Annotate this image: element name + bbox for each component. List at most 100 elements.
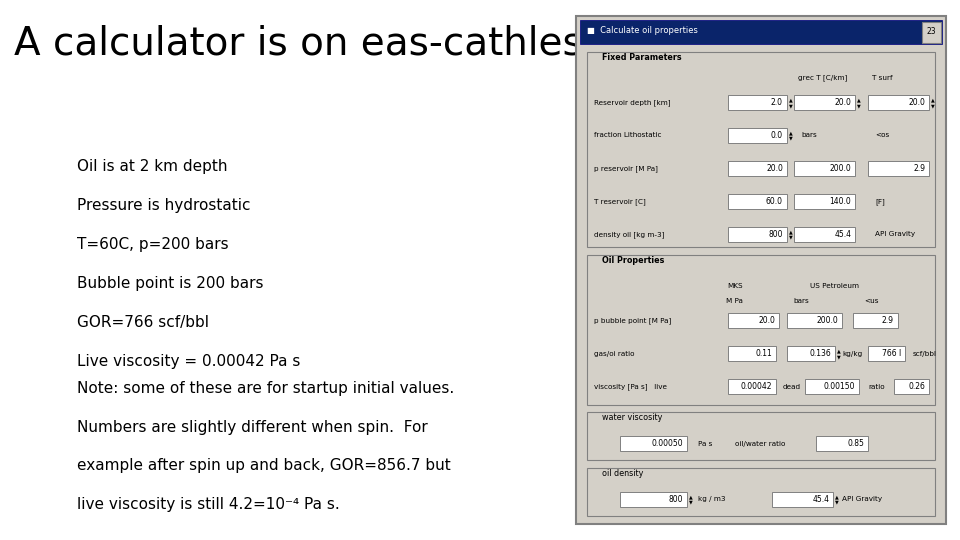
Bar — [728, 95, 786, 110]
Bar — [728, 227, 786, 242]
Text: 200.0: 200.0 — [817, 316, 838, 325]
Text: MKS: MKS — [727, 283, 743, 289]
Bar — [588, 52, 934, 247]
Text: ■  Calculate oil properties: ■ Calculate oil properties — [588, 26, 698, 35]
Bar — [728, 161, 786, 176]
Text: 140.0: 140.0 — [829, 197, 852, 206]
Text: Oil Properties: Oil Properties — [602, 256, 664, 265]
Bar — [794, 227, 855, 242]
Bar — [794, 95, 855, 110]
Bar — [728, 128, 786, 143]
Bar — [868, 95, 929, 110]
Text: scf/bbl: scf/bbl — [912, 351, 936, 357]
Bar — [588, 255, 934, 404]
Text: 60.0: 60.0 — [766, 197, 783, 206]
Text: 45.4: 45.4 — [834, 230, 852, 239]
Text: T reservoir [C]: T reservoir [C] — [594, 198, 646, 205]
Text: 800: 800 — [669, 495, 684, 504]
Text: 0.26: 0.26 — [908, 382, 925, 392]
Text: 0.00042: 0.00042 — [740, 382, 772, 392]
Text: Pa s: Pa s — [698, 441, 712, 447]
Text: 800: 800 — [768, 230, 783, 239]
Text: gas/oi ratio: gas/oi ratio — [594, 351, 635, 357]
Bar — [728, 346, 776, 361]
Text: 2.9: 2.9 — [882, 316, 894, 325]
Text: Pressure is hydrostatic: Pressure is hydrostatic — [77, 198, 251, 213]
Text: 766 l: 766 l — [882, 349, 901, 358]
Text: viscosity [Pa s]   live: viscosity [Pa s] live — [594, 383, 667, 390]
Text: dead: dead — [783, 384, 801, 390]
Text: bars: bars — [794, 298, 809, 304]
Bar — [728, 194, 786, 209]
Text: 2.9: 2.9 — [913, 164, 925, 173]
Text: fraction Lithostatic: fraction Lithostatic — [594, 132, 662, 138]
Text: <os: <os — [876, 132, 890, 138]
Text: T surf: T surf — [872, 75, 892, 80]
Bar — [794, 161, 855, 176]
Text: M Pa: M Pa — [727, 298, 743, 304]
Text: kg / m3: kg / m3 — [698, 496, 726, 502]
Text: US Petroleum: US Petroleum — [810, 283, 859, 289]
Text: oil density: oil density — [602, 469, 643, 478]
Text: ▲
▼: ▲ ▼ — [788, 97, 792, 108]
Text: 20.0: 20.0 — [766, 164, 783, 173]
Bar — [588, 412, 934, 460]
Text: Bubble point is 200 bars: Bubble point is 200 bars — [77, 276, 264, 291]
Text: 0.00050: 0.00050 — [652, 439, 684, 448]
Text: example after spin up and back, GOR=856.7 but: example after spin up and back, GOR=856.… — [77, 458, 451, 474]
Text: Oil is at 2 km depth: Oil is at 2 km depth — [77, 159, 228, 174]
Text: 0.0: 0.0 — [771, 131, 783, 140]
Text: 20.0: 20.0 — [834, 98, 852, 107]
Text: 20.0: 20.0 — [908, 98, 925, 107]
Text: Numbers are slightly different when spin.  For: Numbers are slightly different when spin… — [77, 420, 428, 435]
Bar — [772, 492, 833, 507]
Text: p reservoir [M Pa]: p reservoir [M Pa] — [594, 165, 659, 172]
Text: density oil [kg m-3]: density oil [kg m-3] — [594, 231, 665, 238]
Text: oil/water ratio: oil/water ratio — [735, 441, 785, 447]
Text: [F]: [F] — [876, 198, 885, 205]
Text: 20.0: 20.0 — [758, 316, 776, 325]
Text: API Gravity: API Gravity — [876, 232, 916, 238]
Bar — [794, 194, 855, 209]
Text: Note: some of these are for startup initial values.: Note: some of these are for startup init… — [77, 381, 454, 396]
Text: 2.0: 2.0 — [771, 98, 783, 107]
Text: ▲
▼: ▲ ▼ — [788, 130, 792, 141]
Bar — [620, 436, 687, 451]
Text: ▲
▼: ▲ ▼ — [688, 494, 692, 505]
Text: 23: 23 — [926, 28, 936, 36]
Text: GOR=766 scf/bbl: GOR=766 scf/bbl — [77, 315, 209, 330]
Text: 45.4: 45.4 — [812, 495, 829, 504]
Bar — [588, 468, 934, 516]
Text: ▲
▼: ▲ ▼ — [857, 97, 861, 108]
Bar — [853, 313, 898, 328]
Text: API Gravity: API Gravity — [842, 496, 882, 502]
Text: kg/kg: kg/kg — [842, 351, 862, 357]
Text: 0.00150: 0.00150 — [824, 382, 855, 392]
Bar — [816, 436, 868, 451]
Text: ▲
▼: ▲ ▼ — [931, 97, 935, 108]
Bar — [805, 379, 859, 394]
Bar — [868, 346, 905, 361]
Text: live viscosity is still 4.2=10⁻⁴ Pa s.: live viscosity is still 4.2=10⁻⁴ Pa s. — [77, 497, 340, 512]
Bar — [868, 161, 929, 176]
Text: 200.0: 200.0 — [829, 164, 852, 173]
Bar — [580, 20, 942, 44]
Text: ▲
▼: ▲ ▼ — [788, 229, 792, 240]
Bar — [786, 346, 835, 361]
Text: ▲
▼: ▲ ▼ — [835, 494, 838, 505]
Bar — [620, 492, 687, 507]
Bar — [922, 22, 941, 43]
Text: 0.85: 0.85 — [848, 439, 864, 448]
Text: 0.136: 0.136 — [809, 349, 831, 358]
Text: <us: <us — [864, 298, 879, 304]
Text: A calculator is on eas-cathles: A calculator is on eas-cathles — [14, 24, 583, 62]
Text: 0.11: 0.11 — [756, 349, 772, 358]
Bar — [728, 379, 776, 394]
Text: Reservoir depth [km]: Reservoir depth [km] — [594, 99, 671, 106]
Text: T=60C, p=200 bars: T=60C, p=200 bars — [77, 237, 228, 252]
Text: water viscosity: water viscosity — [602, 413, 662, 422]
Text: ratio: ratio — [868, 384, 884, 390]
Text: Live viscosity = 0.00042 Pa s: Live viscosity = 0.00042 Pa s — [77, 354, 300, 369]
Bar — [728, 313, 780, 328]
Text: ▲
▼: ▲ ▼ — [836, 348, 840, 359]
